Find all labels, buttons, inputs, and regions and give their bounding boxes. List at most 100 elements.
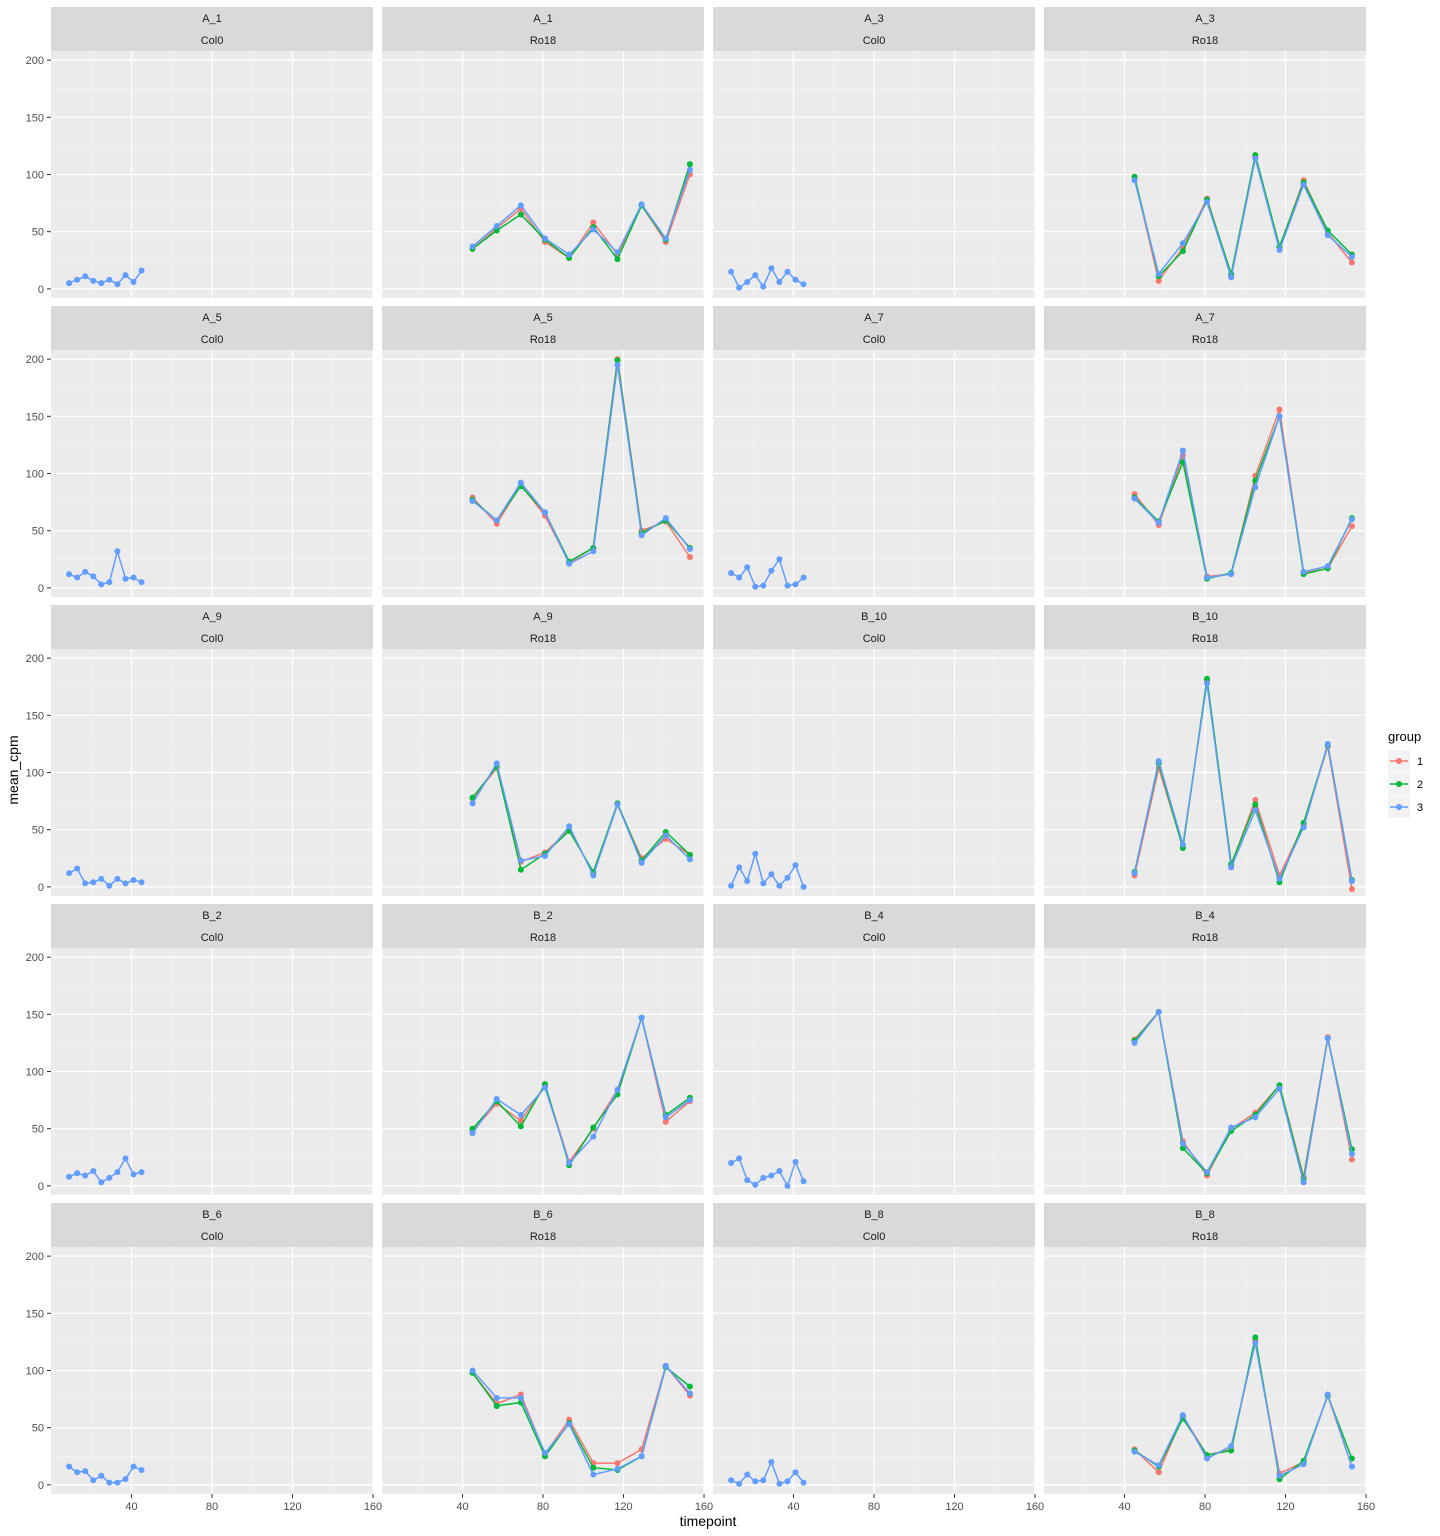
data-point-group-3 bbox=[1179, 841, 1186, 848]
x-tick-label: 160 bbox=[695, 1501, 713, 1513]
y-axis-title: mean_cpm bbox=[5, 735, 21, 804]
data-point-group-3 bbox=[752, 583, 759, 590]
data-point-group-3 bbox=[82, 1172, 89, 1179]
data-point-group-3 bbox=[784, 1182, 791, 1189]
strip-label-condition: Col0 bbox=[201, 35, 224, 47]
data-point-group-3 bbox=[130, 278, 137, 285]
data-point-group-3 bbox=[1204, 574, 1211, 581]
data-point-group-3 bbox=[1300, 181, 1307, 188]
data-point-group-3 bbox=[114, 1169, 121, 1176]
data-point-group-3 bbox=[1348, 1150, 1355, 1157]
x-tick-label: 160 bbox=[364, 1501, 382, 1513]
data-point-group-3 bbox=[138, 579, 145, 586]
data-point-group-3 bbox=[1252, 1114, 1259, 1121]
data-point-group-3 bbox=[98, 1472, 105, 1479]
data-point-group-3 bbox=[614, 1086, 621, 1093]
data-point-group-3 bbox=[590, 872, 597, 879]
data-point-group-3 bbox=[800, 574, 807, 581]
data-point-group-3 bbox=[1276, 1085, 1283, 1092]
data-point-group-1 bbox=[517, 1117, 524, 1124]
data-point-group-3 bbox=[469, 243, 476, 250]
data-point-group-1 bbox=[1348, 886, 1355, 893]
data-point-group-3 bbox=[566, 560, 573, 567]
legend-key-point bbox=[1396, 781, 1402, 787]
strip-background bbox=[382, 1203, 704, 1225]
strip-background bbox=[382, 627, 704, 649]
data-point-group-3 bbox=[744, 278, 751, 285]
data-point-group-3 bbox=[776, 882, 783, 889]
strip-label-facet: A_3 bbox=[1195, 13, 1215, 25]
strip-background bbox=[1044, 328, 1366, 350]
data-point-group-3 bbox=[736, 574, 743, 581]
data-point-group-3 bbox=[1131, 495, 1138, 502]
facet-panel-A_1-Ro18: A_1 Ro18 bbox=[382, 7, 705, 298]
data-point-group-3 bbox=[1155, 519, 1162, 526]
y-tick-label: 50 bbox=[32, 1124, 44, 1136]
strip-label-facet: A_3 bbox=[864, 13, 884, 25]
data-point-group-3 bbox=[542, 509, 549, 516]
data-point-group-3 bbox=[752, 1181, 759, 1188]
legend-key-point bbox=[1396, 758, 1402, 764]
strip-label-facet: A_7 bbox=[1195, 312, 1215, 324]
data-point-group-3 bbox=[74, 1469, 81, 1476]
data-point-group-3 bbox=[662, 1362, 669, 1369]
series-line-group-3 bbox=[68, 548, 142, 586]
data-point-group-2 bbox=[1228, 1447, 1235, 1454]
y-tick-label: 100 bbox=[26, 469, 44, 481]
data-point-group-3 bbox=[1179, 447, 1186, 454]
x-tick-label: 120 bbox=[945, 1501, 963, 1513]
facet-panel-B_6-Col0: B_6 Col0 bbox=[51, 1203, 374, 1494]
data-point-group-3 bbox=[752, 272, 759, 279]
strip-label-facet: B_2 bbox=[202, 910, 222, 922]
data-point-group-1 bbox=[1155, 1469, 1162, 1476]
data-point-group-3 bbox=[493, 760, 500, 767]
strip-label-facet: B_8 bbox=[1195, 1209, 1215, 1221]
y-tick-label: 200 bbox=[26, 1251, 44, 1263]
data-point-group-3 bbox=[106, 579, 113, 586]
data-point-group-3 bbox=[792, 1469, 799, 1476]
data-point-group-3 bbox=[98, 1179, 105, 1186]
data-point-group-3 bbox=[566, 251, 573, 258]
strip-label-facet: B_6 bbox=[533, 1209, 553, 1221]
data-point-group-3 bbox=[106, 1479, 113, 1486]
data-point-group-2 bbox=[517, 211, 524, 218]
strip-label-condition: Ro18 bbox=[530, 1231, 556, 1243]
data-point-group-3 bbox=[638, 201, 645, 208]
data-point-group-3 bbox=[1348, 878, 1355, 885]
data-point-group-3 bbox=[138, 879, 145, 886]
x-tick-label: 120 bbox=[1276, 1501, 1294, 1513]
data-point-group-3 bbox=[90, 573, 97, 580]
data-point-group-3 bbox=[1276, 875, 1283, 882]
strip-label-condition: Ro18 bbox=[530, 35, 556, 47]
data-point-group-3 bbox=[800, 281, 807, 288]
data-point-group-1 bbox=[1348, 1156, 1355, 1163]
data-point-group-3 bbox=[1204, 198, 1211, 205]
data-point-group-3 bbox=[469, 1130, 476, 1137]
data-point-group-3 bbox=[784, 874, 791, 881]
facet-panel-A_3-Ro18: A_3 Ro18 bbox=[1044, 7, 1367, 298]
facet-panel-A_9-Col0: A_9 Col0 bbox=[51, 605, 374, 896]
facet-panel-B_4-Col0: B_4 Col0 bbox=[713, 904, 1036, 1195]
y-tick-label: 100 bbox=[26, 768, 44, 780]
data-point-group-3 bbox=[493, 1394, 500, 1401]
data-point-group-3 bbox=[469, 1367, 476, 1374]
data-point-group-3 bbox=[1228, 864, 1235, 871]
data-point-group-3 bbox=[728, 1477, 735, 1484]
data-point-group-3 bbox=[752, 850, 759, 857]
data-point-group-3 bbox=[784, 1478, 791, 1485]
strip-background bbox=[1044, 29, 1366, 51]
data-point-group-3 bbox=[614, 801, 621, 808]
series-line-group-3 bbox=[472, 169, 691, 256]
y-tick-label: 0 bbox=[38, 284, 44, 296]
facet-panel-A_5-Col0: A_5 Col0 bbox=[51, 306, 374, 597]
strip-background bbox=[51, 306, 373, 328]
data-point-group-3 bbox=[792, 1158, 799, 1165]
data-point-group-1 bbox=[1155, 277, 1162, 284]
y-tick-label: 50 bbox=[32, 526, 44, 538]
strip-background bbox=[713, 7, 1035, 29]
data-point-group-3 bbox=[792, 581, 799, 588]
data-point-group-3 bbox=[728, 1159, 735, 1166]
strip-label-facet: A_9 bbox=[533, 611, 553, 623]
data-point-group-3 bbox=[66, 1463, 73, 1470]
data-point-group-3 bbox=[638, 532, 645, 539]
